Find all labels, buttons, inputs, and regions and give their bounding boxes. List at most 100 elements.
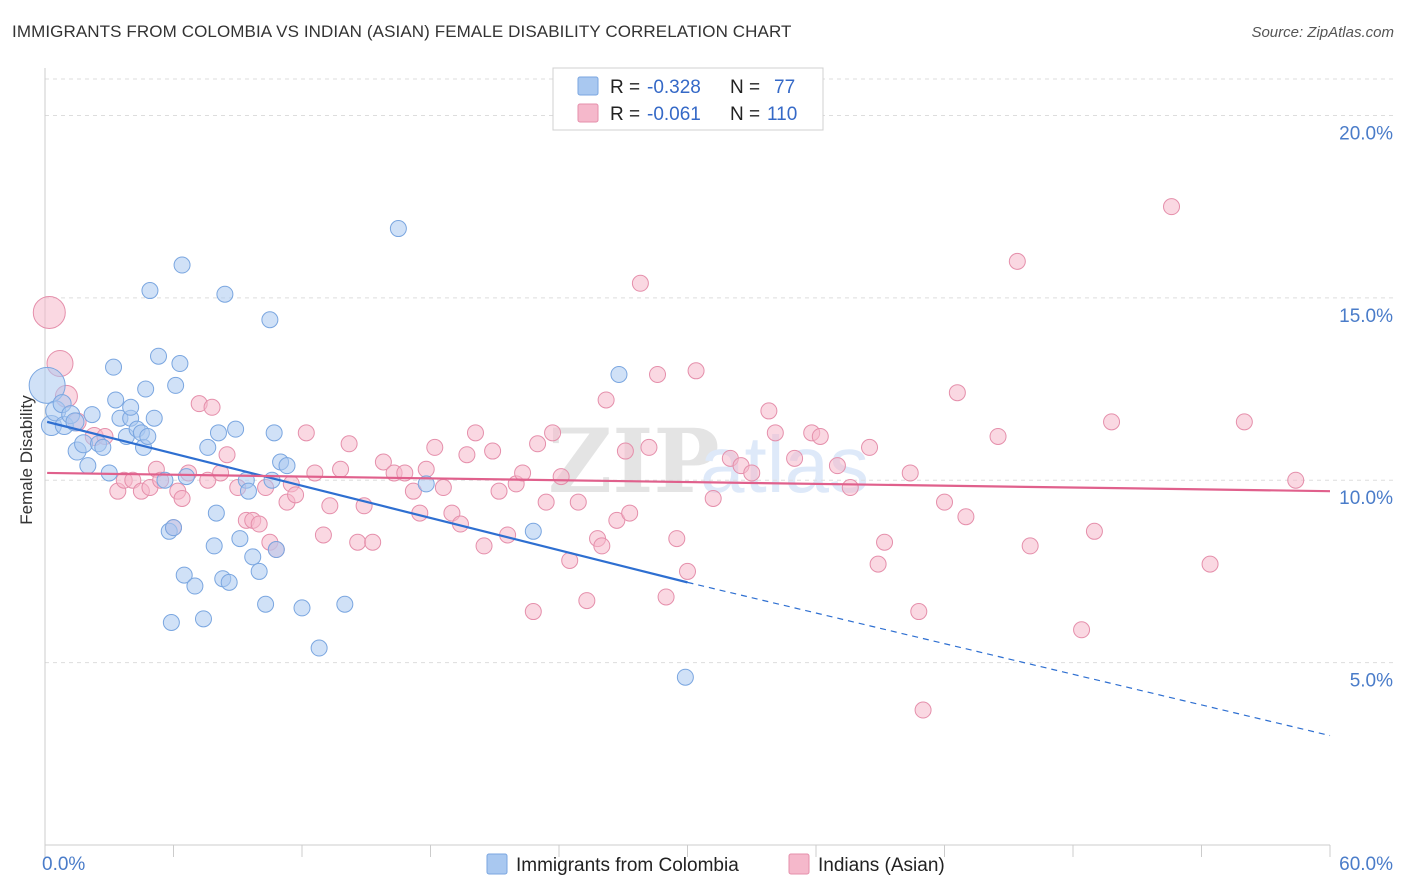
y-axis-label: Female Disability [17, 395, 36, 525]
bottom-legend-swatch-colombia [486, 853, 508, 875]
indians-point-47 [426, 438, 444, 456]
y-tick-label-0: 5.0% [1350, 671, 1393, 692]
indians-point-76 [657, 588, 675, 606]
indians-point-101 [1008, 252, 1026, 270]
colombia-point-34 [173, 256, 191, 274]
colombia-point-62 [389, 220, 407, 238]
indians-point-54 [484, 442, 502, 460]
colombia-point-65 [610, 365, 628, 383]
indians-point-37 [340, 435, 358, 453]
indians-point-86 [786, 449, 804, 467]
series-colombia-points [28, 220, 694, 686]
indians-point-48 [434, 479, 452, 497]
indians-point-72 [621, 504, 639, 522]
colombia-point-53 [261, 311, 279, 329]
indians-point-90 [841, 479, 859, 497]
trendlines [46, 420, 1331, 737]
legend-swatch-colombia [577, 76, 599, 96]
colombia-point-52 [257, 595, 275, 613]
colombia-point-12 [94, 438, 112, 456]
indians-point-44 [404, 482, 422, 500]
indians-point-59 [524, 603, 542, 621]
indians-point-98 [948, 384, 966, 402]
indians-point-79 [687, 362, 705, 380]
indians-point-108 [1235, 413, 1253, 431]
indians-point-89 [828, 457, 846, 475]
y-tick-label-3: 20.0% [1339, 123, 1393, 144]
indians-point-69 [597, 391, 615, 409]
indians-point-58 [514, 464, 532, 482]
colombia-point-33 [171, 355, 189, 373]
indians-point-107 [1201, 555, 1219, 573]
indians-point-104 [1085, 522, 1103, 540]
colombia-point-8 [74, 434, 94, 454]
series-indians-asian-points [32, 198, 1305, 719]
legend-n-label-1: N = [730, 77, 760, 98]
indians-point-34 [314, 526, 332, 544]
y-tick-label-1: 10.0% [1339, 488, 1393, 509]
colombia-point-39 [199, 438, 217, 456]
colombia-point-27 [150, 347, 168, 365]
source-label: Source: ZipAtlas.com [1251, 24, 1394, 41]
indians-point-61 [537, 493, 555, 511]
indians-point-70 [608, 511, 626, 529]
gridlines [45, 78, 1393, 664]
colombia-point-40 [205, 537, 223, 555]
indians-point-62 [544, 424, 562, 442]
indians-point-38 [349, 533, 367, 551]
legend-swatch-indians [577, 103, 599, 123]
colombia-point-24 [137, 380, 155, 398]
colombia-point-19 [122, 398, 140, 416]
colombia-point-26 [145, 409, 163, 427]
colombia-point-63 [417, 475, 435, 493]
indians-point-94 [901, 464, 919, 482]
x-tick-label-max: 60.0% [1339, 854, 1393, 875]
indians-point-32 [297, 424, 315, 442]
colombia-point-28 [156, 471, 174, 489]
indians-point-33 [306, 464, 324, 482]
y-tick-labels: 5.0% 10.0% 15.0% 20.0% [1339, 123, 1393, 691]
indians-point-92 [869, 555, 887, 573]
colombia-point-35 [175, 566, 193, 584]
colombia-point-60 [310, 639, 328, 657]
indians-point-105 [1103, 413, 1121, 431]
legend-r-value-1: -0.328 [647, 77, 701, 98]
colombia-point-23 [139, 427, 157, 445]
y-tick-label-2: 15.0% [1339, 306, 1393, 327]
indians-point-78 [679, 562, 696, 580]
indians-point-99 [957, 508, 975, 526]
legend-n-value-2: 110 [767, 104, 797, 125]
indians-point-19 [203, 398, 221, 416]
colombia-point-6 [65, 412, 85, 432]
colombia-point-51 [250, 562, 268, 580]
indians-point-88 [811, 427, 829, 445]
indians-point-102 [1021, 537, 1039, 555]
colombia-point-37 [186, 577, 204, 595]
colombia-point-14 [105, 358, 123, 376]
indians-point-84 [760, 402, 778, 420]
indians-point-71 [616, 442, 634, 460]
indians-point-36 [332, 460, 350, 478]
indians-point-52 [466, 424, 484, 442]
indians-point-95 [910, 603, 928, 621]
legend-n-label-2: N = [730, 104, 760, 125]
indians-point-60 [529, 435, 547, 453]
indians-point-85 [766, 424, 784, 442]
indians-point-35 [321, 497, 339, 515]
colombia-point-64 [524, 522, 542, 540]
indians-point-73 [631, 274, 649, 292]
indians-point-51 [458, 446, 476, 464]
indians-point-80 [704, 489, 722, 507]
indians-point-68 [593, 537, 611, 555]
indians-point-109 [1287, 471, 1305, 489]
indians-point-53 [475, 537, 493, 555]
colombia-point-38 [194, 610, 212, 628]
bottom-legend: Immigrants from Colombia Indians (Asian) [486, 853, 945, 876]
colombia-point-58 [278, 457, 296, 475]
indians-point-74 [640, 438, 658, 456]
legend: R = -0.328 N = 77 R = -0.061 N = 110 [552, 67, 824, 131]
indians-point-65 [569, 493, 587, 511]
colombia-point-46 [227, 420, 245, 438]
indians-point-93 [876, 533, 894, 551]
